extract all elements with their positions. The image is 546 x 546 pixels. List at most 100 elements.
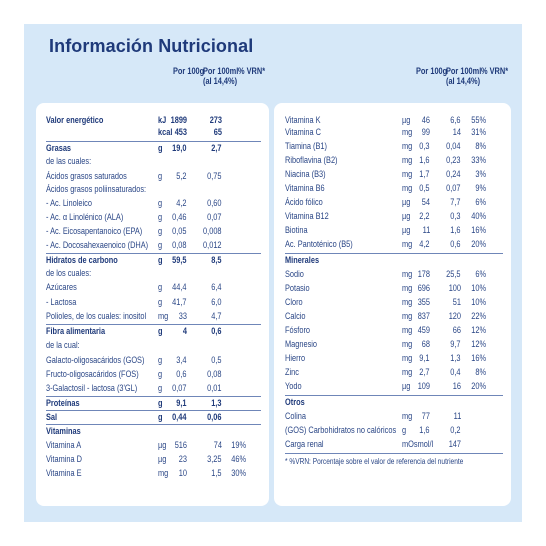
nutrient-unit: mg bbox=[158, 311, 169, 321]
value-per-100ml: 0,6 bbox=[211, 326, 222, 336]
value-per-100ml: 0,24 bbox=[446, 169, 461, 179]
nutrient-unit: µg bbox=[402, 115, 411, 125]
value-per-100ml: 0,3 bbox=[450, 211, 461, 221]
nutrient-name: Fósforo bbox=[285, 325, 311, 335]
nutrient-unit: mg bbox=[402, 353, 413, 363]
value-vrn: 30% bbox=[231, 468, 247, 478]
section-divider bbox=[285, 253, 503, 254]
section-divider bbox=[46, 410, 261, 411]
nutrient-unit: mg bbox=[402, 367, 413, 377]
nutrient-unit: kJ bbox=[158, 115, 167, 125]
nutrient-name: Tiamina (B1) bbox=[285, 141, 327, 151]
nutrient-unit: mg bbox=[402, 311, 413, 321]
header-per-100ml-sub: (al 14,4%) bbox=[446, 76, 481, 86]
value-per-100g: 3,4 bbox=[176, 355, 187, 365]
nutrient-unit: g bbox=[158, 240, 163, 250]
value-per-100ml: 9,7 bbox=[450, 339, 461, 349]
value-per-100g: 9,1 bbox=[419, 353, 430, 363]
value-per-100g: 459 bbox=[417, 325, 431, 335]
value-vrn: 6% bbox=[475, 269, 487, 279]
header-per-100g: Por 100g bbox=[416, 66, 448, 76]
value-per-100g: 516 bbox=[174, 440, 188, 450]
value-per-100ml: 25,5 bbox=[446, 269, 461, 279]
nutrient-name: Vitaminas bbox=[46, 426, 81, 436]
header-per-100g: Por 100g bbox=[173, 66, 205, 76]
value-per-100ml: 14 bbox=[452, 127, 462, 137]
nutrient-unit: mg bbox=[402, 411, 413, 421]
nutrient-unit: g bbox=[158, 398, 163, 408]
nutrition-card-right bbox=[274, 103, 511, 506]
value-vrn: 16% bbox=[471, 353, 487, 363]
nutrient-unit: g bbox=[402, 425, 407, 435]
value-per-100g: 0,6 bbox=[176, 369, 187, 379]
nutrient-name: Vitamina K bbox=[285, 115, 321, 125]
value-vrn: 10% bbox=[471, 297, 487, 307]
value-per-100ml: 51 bbox=[452, 297, 462, 307]
value-vrn: 55% bbox=[471, 115, 487, 125]
value-per-100g: 23 bbox=[178, 454, 188, 464]
nutrient-name: Potasio bbox=[285, 283, 310, 293]
value-per-100ml: 6,6 bbox=[450, 115, 461, 125]
nutrient-unit: mg bbox=[402, 297, 413, 307]
nutrient-name: Ácido fólico bbox=[285, 197, 323, 207]
header-per-100ml-sub: (al 14,4%) bbox=[203, 76, 238, 86]
value-vrn: 8% bbox=[475, 141, 487, 151]
value-vrn: 8% bbox=[475, 367, 487, 377]
value-per-100ml: 1,3 bbox=[450, 353, 461, 363]
value-per-100g: 178 bbox=[417, 269, 431, 279]
value-per-100g: 4,2 bbox=[176, 198, 187, 208]
value-per-100ml: 0,60 bbox=[207, 198, 222, 208]
nutrient-unit: µg bbox=[402, 211, 411, 221]
nutrient-unit: mg bbox=[402, 283, 413, 293]
section-divider bbox=[46, 253, 261, 254]
nutrient-unit: mg bbox=[402, 155, 413, 165]
value-per-100g: 0,07 bbox=[172, 383, 187, 393]
value-vrn: 33% bbox=[471, 155, 487, 165]
value-per-100ml: 0,07 bbox=[207, 212, 222, 222]
nutrient-name: Vitamina B6 bbox=[285, 183, 325, 193]
nutrient-name: 3-Galactosil - lactosa (3'GL) bbox=[46, 383, 138, 393]
nutrient-unit: g bbox=[158, 297, 163, 307]
value-per-100g: 4 bbox=[182, 326, 188, 336]
nutrient-unit: mOsmol/l bbox=[402, 439, 434, 449]
value-per-100g: 2,7 bbox=[419, 367, 430, 377]
nutrient-name: Vitamina D bbox=[46, 454, 82, 464]
value-per-100g: 46 bbox=[421, 115, 431, 125]
value-per-100g: 1,6 bbox=[419, 155, 430, 165]
nutrient-name: Vitamina E bbox=[46, 468, 82, 478]
value-per-100ml: 7,7 bbox=[450, 197, 461, 207]
nutrient-name: Niacina (B3) bbox=[285, 169, 326, 179]
value-per-100g: 54 bbox=[421, 197, 431, 207]
value-per-100ml: 0,5 bbox=[211, 355, 222, 365]
value-per-100g: 453 bbox=[174, 127, 188, 137]
nutrient-name: Hidratos de carbono bbox=[46, 255, 118, 265]
value-per-100g: 77 bbox=[421, 411, 431, 421]
footnote: * %VRN: Porcentaje sobre el valor de ref… bbox=[285, 457, 464, 466]
value-vrn: 10% bbox=[471, 283, 487, 293]
nutrient-unit: mg bbox=[402, 141, 413, 151]
nutrient-name: Biotina bbox=[285, 225, 308, 235]
value-per-100g: 696 bbox=[417, 283, 431, 293]
nutrient-name: - Lactosa bbox=[46, 297, 77, 307]
value-per-100g: 10 bbox=[178, 468, 188, 478]
value-vrn: 40% bbox=[471, 211, 487, 221]
nutrient-name: Magnesio bbox=[285, 339, 318, 349]
value-per-100g: 19,0 bbox=[172, 143, 187, 153]
value-per-100ml: 3,25 bbox=[207, 454, 222, 464]
value-per-100ml: 65 bbox=[213, 127, 223, 137]
nutrient-name: Fructo-oligosacáridos (FOS) bbox=[46, 369, 139, 379]
nutrient-name: Riboflavina (B2) bbox=[285, 155, 338, 165]
nutrient-unit: µg bbox=[402, 381, 411, 391]
nutrient-unit: g bbox=[158, 198, 163, 208]
nutrient-name: Vitamina B12 bbox=[285, 211, 329, 221]
value-per-100g: 33 bbox=[178, 311, 188, 321]
nutrient-name: Colina bbox=[285, 411, 306, 421]
value-per-100g: 0,3 bbox=[419, 141, 430, 151]
value-per-100ml: 0,04 bbox=[446, 141, 461, 151]
nutrition-card-left bbox=[36, 103, 269, 506]
value-per-100ml: 2,7 bbox=[211, 143, 222, 153]
nutrient-unit: kcal bbox=[158, 127, 173, 137]
value-per-100g: 9,1 bbox=[176, 398, 187, 408]
footnote-divider bbox=[285, 453, 503, 454]
nutrient-name: Ácidos grasos saturados bbox=[46, 171, 127, 181]
